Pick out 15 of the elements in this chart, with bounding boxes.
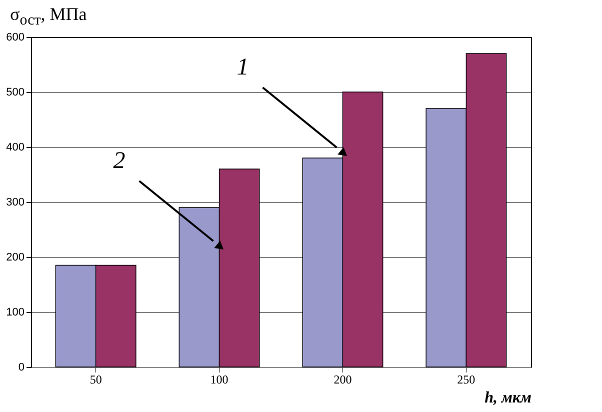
x-tick-label: 100 — [210, 372, 228, 386]
x-tick-label: 200 — [334, 372, 352, 386]
annotation: 2 — [113, 148, 126, 174]
y-tick-label: 600 — [6, 32, 24, 44]
annotation: 1 — [236, 54, 249, 80]
x-tick-label: 250 — [457, 372, 476, 386]
y-tick-label: 300 — [6, 196, 24, 208]
x-axis-title: h, мкм — [484, 390, 532, 406]
y-tick-label: 200 — [6, 252, 24, 264]
x-tick-label: 50 — [90, 372, 102, 386]
y-tick-label: 100 — [6, 306, 24, 318]
y-tick-label: 500 — [6, 86, 24, 98]
y-tick-label: 400 — [6, 142, 24, 154]
y-axis-title: σ$_{ост}$, МПа — [10, 4, 87, 30]
y-tick-label: 0 — [18, 362, 24, 374]
